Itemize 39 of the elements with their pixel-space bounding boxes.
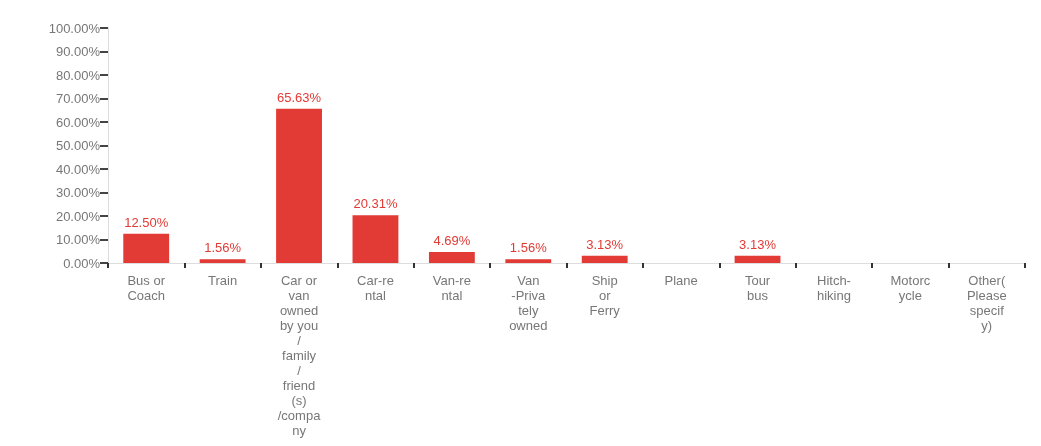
x-tick-label: Other( Please specif y) <box>966 273 1007 333</box>
y-tick-label: 90.00% <box>55 44 101 59</box>
y-tick-label: 100.00% <box>48 20 101 36</box>
y-tick-label: 70.00% <box>55 91 101 106</box>
y-tick-label: 30.00% <box>55 185 101 200</box>
y-tick-label: 10.00% <box>55 232 101 247</box>
bar <box>276 108 322 263</box>
bar <box>505 259 552 263</box>
x-tick-label: Plane <box>664 273 698 288</box>
data-label: 20.31% <box>353 196 398 212</box>
y-tick-label: 20.00% <box>55 208 101 224</box>
y-tick-label: 50.00% <box>55 138 101 153</box>
data-label: 1.56% <box>204 240 242 256</box>
x-tick-label: Motorc ycle <box>890 273 931 303</box>
bar <box>352 215 399 263</box>
x-tick-label: Van -Priva tely owned <box>509 273 548 333</box>
y-tick-label: 80.00% <box>55 67 101 83</box>
x-tick-label: Ship or Ferry <box>589 273 621 318</box>
bar <box>199 259 246 263</box>
data-label: 3.13% <box>739 236 777 252</box>
x-tick-label: Car-re ntal <box>357 273 394 303</box>
y-tick-label: 0.00% <box>63 255 101 271</box>
category-label: Car or van owned by you / family / friend (s) /compa ny <box>277 273 321 438</box>
data-label: 3.13% <box>586 236 624 252</box>
data-label: 1.56% <box>509 240 548 256</box>
data-label: 4.69% <box>433 232 471 248</box>
y-tick-label: 40.00% <box>55 161 101 177</box>
x-tick-label: Train <box>208 273 238 288</box>
x-tick-label: Tour bus <box>744 273 771 303</box>
x-tick-label: Hitch- hiking <box>816 273 851 303</box>
data-label: 65.63% <box>276 89 322 105</box>
bar <box>734 255 781 263</box>
bar <box>581 255 628 263</box>
data-label: 12.50% <box>124 214 169 230</box>
x-tick-label: Van-re ntal <box>432 273 471 303</box>
bar <box>428 251 475 263</box>
bar <box>123 233 170 263</box>
y-tick-label: 60.00% <box>55 114 101 130</box>
x-tick-label: Bus or Coach <box>127 273 166 303</box>
